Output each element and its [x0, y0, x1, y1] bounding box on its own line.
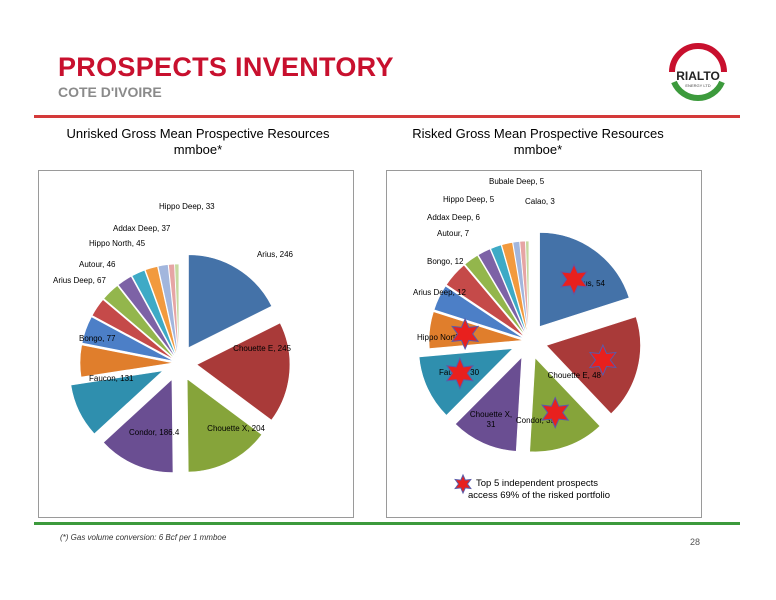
risked-chart-panel: Arius, 54 Chouette E, 48 Condor, 35 Chouett…	[386, 170, 702, 518]
data-label-hippo-deep: Hippo Deep, 5	[443, 195, 495, 204]
pie-slice-addax-deep	[117, 275, 176, 359]
data-label-arius-deep: Arius Deep, 12	[413, 288, 466, 297]
pie-slice-arius-deep	[81, 316, 174, 362]
star-legend-line2: access 69% of the risked portfolio	[468, 490, 611, 501]
pie-slice-condor	[529, 357, 601, 453]
data-label-hippo-north: Hippo North, 17	[417, 333, 474, 342]
pie-slice-arius	[188, 254, 273, 349]
pie-slice-autour	[464, 254, 526, 337]
pie-slice-arius	[539, 232, 630, 327]
star-legend-line1: Top 5 independent prospects	[476, 478, 599, 489]
data-label-calao: Calao, 3	[525, 197, 555, 206]
pie-slice-bongo	[445, 264, 525, 338]
data-label-bongo: Bongo, 77	[79, 334, 116, 343]
data-label-chouette-e: Chouette E, 245	[233, 344, 291, 353]
pie-slice-other-2	[157, 264, 179, 358]
data-label-arius: Arius, 54	[573, 279, 605, 288]
pie-slice-hippo-north	[103, 285, 176, 359]
risked-title-line: Risked Gross Mean Prospective Resources	[412, 126, 664, 141]
star-marker-chouette-e	[588, 343, 617, 377]
footnote: (*) Gas volume conversion: 6 Bcf per 1 m…	[60, 533, 227, 542]
data-label-condor: Condor, 186.4	[129, 428, 180, 437]
data-label-addax-deep: Addax Deep, 6	[427, 213, 480, 222]
pie-slice-hippo-deep	[490, 244, 528, 336]
data-label-hippo-deep: Hippo Deep, 33	[159, 202, 215, 211]
unrisked-chart-panel: Arius, 246 Chouette E, 245 Chouette X, 204…	[38, 170, 354, 518]
page-title: PROSPECTS INVENTORY	[58, 52, 394, 82]
pie-slice-faucon	[418, 348, 514, 416]
unrisked-chart-title: Unrisked Gross Mean Prospective Resource…	[38, 126, 358, 158]
pie-slice-chouette-x	[186, 378, 263, 473]
data-label-hippo-north: Hippo North, 45	[89, 239, 146, 248]
pie-slice-other-1	[144, 266, 178, 358]
star-marker-hippo-north	[451, 317, 480, 351]
risked-chart-title: Risked Gross Mean Prospective Resources …	[378, 126, 698, 158]
star-marker-arius	[559, 263, 589, 296]
pie-slice-other-4	[174, 263, 180, 358]
pie-slice-other-1	[519, 240, 529, 336]
unrisked-pie-chart: Arius, 246 Chouette E, 245 Chouette X, 204…	[53, 202, 294, 473]
risked-unit-line: mmboe*	[513, 142, 563, 157]
logo-tagline: ENERGY LTD	[685, 83, 710, 88]
pie-slice-other-3	[168, 263, 179, 358]
pie-slice-chouette-e	[196, 322, 291, 421]
star-legend-icon	[454, 473, 472, 495]
page-subtitle: COTE D'IVOIRE	[58, 84, 162, 100]
data-label-faucon: Faucon, 131	[89, 374, 134, 383]
data-label-autour: Autour, 7	[437, 229, 470, 238]
data-label-arius-deep: Arius Deep, 67	[53, 276, 106, 285]
pie-slice-hippo-deep	[131, 269, 177, 358]
pie-slice-chouette-x	[454, 356, 523, 452]
data-label-chouette-x: Chouette X, 31	[470, 410, 512, 429]
pie-slice-autour	[91, 299, 175, 360]
data-label-arius: Arius, 246	[257, 250, 294, 259]
data-label-condor: Condor, 35	[516, 416, 556, 425]
pie-slice-hippo-north	[428, 311, 524, 349]
page-number: 28	[690, 537, 701, 547]
data-label-chouette-e: Chouette E, 48	[548, 371, 602, 380]
risked-pie-chart: Arius, 54 Chouette E, 48 Condor, 35 Chouett…	[413, 177, 641, 495]
footer-divider	[34, 522, 740, 525]
data-label-bongo: Bongo, 12	[427, 257, 464, 266]
pie-slice-calao	[512, 241, 529, 336]
logo-name: RIALTO	[676, 69, 720, 83]
header-divider	[34, 115, 740, 118]
data-label-bubale-deep: Bubale Deep, 5	[489, 177, 545, 186]
pie-slice-bongo	[79, 344, 174, 378]
pie-slice-bubale-deep	[501, 242, 528, 336]
data-label-autour: Autour, 46	[79, 260, 116, 269]
unrisked-unit-line: mmboe*	[173, 142, 223, 157]
pie-slice-arius-deep	[433, 285, 524, 339]
star-marker-condor	[541, 396, 570, 429]
rialto-logo: RIALTO ENERGY LTD	[669, 43, 727, 101]
pie-slice-faucon	[70, 370, 164, 435]
pie-slice-other-2	[525, 240, 530, 336]
pie-slice-addax-deep	[477, 248, 527, 336]
unrisked-title-line: Unrisked Gross Mean Prospective Resource…	[66, 126, 330, 141]
data-label-addax-deep: Addax Deep, 37	[113, 224, 171, 233]
pie-slice-condor	[102, 378, 174, 473]
star-marker-faucon	[445, 357, 474, 390]
data-label-chouette-x: Chouette X, 204	[207, 424, 265, 433]
